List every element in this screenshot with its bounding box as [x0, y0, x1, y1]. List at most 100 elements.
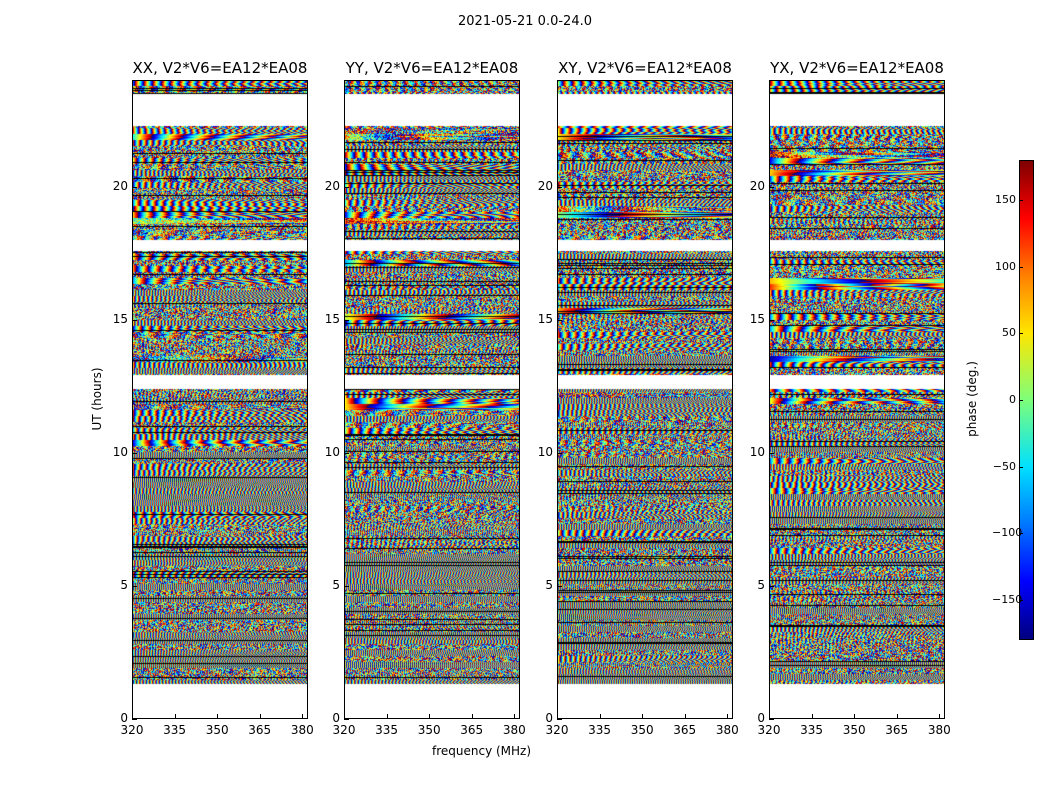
- colorbar-tick-1: [1019, 266, 1023, 268]
- y-tick-label-1-0: 0: [332, 711, 340, 725]
- x-axis-label: frequency (MHz): [432, 744, 532, 758]
- x-tick-label-2-3: 365: [673, 723, 697, 737]
- y-tick-0-1: [132, 585, 137, 587]
- figure-suptitle: 2021-05-21 0.0-24.0: [458, 14, 592, 29]
- y-tick-label-2-3: 15: [537, 311, 553, 326]
- x-tick-label-0-1: 335: [163, 723, 187, 737]
- x-tick-1-1: [386, 714, 388, 719]
- x-tick-3-2: [854, 714, 856, 719]
- heatmap-panel-1: [344, 80, 520, 719]
- x-tick-2-2: [642, 714, 644, 719]
- x-tick-0-0: [132, 714, 133, 719]
- y-tick-0-2: [132, 452, 137, 454]
- x-tick-1-4: [514, 714, 516, 719]
- x-tick-1-0: [344, 714, 345, 719]
- y-tick-label-2-2: 10: [537, 444, 553, 459]
- colorbar-tick-6: [1019, 600, 1023, 601]
- x-tick-label-3-4: 380: [927, 723, 951, 737]
- y-tick-2-3: [557, 319, 562, 321]
- y-tick-0-3: [132, 319, 137, 321]
- x-tick-0-4: [302, 714, 304, 719]
- y-tick-label-1-4: 20: [324, 178, 340, 193]
- heatmap-canvas-3: [769, 80, 945, 719]
- x-tick-2-4: [727, 714, 729, 719]
- y-tick-3-1: [769, 585, 774, 587]
- colorbar-label: phase (deg.): [965, 361, 979, 437]
- y-tick-label-0-1: 5: [120, 577, 128, 592]
- colorbar-tick-3: [1019, 400, 1023, 401]
- y-tick-label-0-4: 20: [112, 178, 128, 193]
- panel-title-3: YX, V2*V6=EA12*EA08: [770, 59, 944, 77]
- y-tick-2-1: [557, 585, 562, 587]
- x-tick-label-0-0: 320: [120, 723, 144, 737]
- colorbar-tick-label-3: 0: [1009, 393, 1016, 406]
- x-tick-3-1: [811, 714, 813, 719]
- panel-title-0: XX, V2*V6=EA12*EA08: [132, 59, 308, 77]
- heatmap-panel-3: [769, 80, 945, 719]
- y-tick-label-1-1: 5: [332, 577, 340, 592]
- x-tick-label-0-3: 365: [248, 723, 272, 737]
- y-tick-label-0-0: 0: [120, 711, 128, 725]
- x-tick-2-3: [684, 714, 686, 719]
- heatmap-canvas-1: [344, 80, 520, 719]
- y-tick-label-2-0: 0: [545, 711, 553, 725]
- colorbar-tick-0: [1019, 200, 1023, 201]
- x-tick-0-1: [174, 714, 176, 719]
- x-tick-label-0-4: 380: [290, 723, 314, 737]
- y-tick-1-4: [344, 186, 349, 188]
- y-tick-label-1-2: 10: [324, 444, 340, 459]
- y-tick-2-4: [557, 186, 562, 188]
- x-tick-3-0: [769, 714, 770, 719]
- x-tick-0-3: [259, 714, 261, 719]
- colorbar-tick-label-6: −150: [992, 593, 1023, 606]
- y-tick-0-0: [132, 719, 137, 720]
- x-tick-label-1-0: 320: [332, 723, 356, 737]
- y-tick-label-2-1: 5: [545, 577, 553, 592]
- x-tick-label-3-3: 365: [885, 723, 909, 737]
- x-tick-label-3-2: 350: [842, 723, 866, 737]
- y-tick-label-2-4: 20: [537, 178, 553, 193]
- y-tick-3-0: [769, 719, 774, 720]
- y-tick-3-2: [769, 452, 774, 454]
- y-tick-label-0-2: 10: [112, 444, 128, 459]
- y-axis-label: UT (hours): [90, 367, 104, 431]
- x-tick-label-1-3: 365: [460, 723, 484, 737]
- x-tick-1-3: [471, 714, 473, 719]
- y-tick-label-3-0: 0: [757, 711, 765, 725]
- colorbar-tick-label-0: 150: [995, 193, 1016, 206]
- x-tick-1-2: [429, 714, 431, 719]
- x-tick-3-3: [896, 714, 898, 719]
- x-tick-0-2: [217, 714, 219, 719]
- heatmap-canvas-2: [557, 80, 733, 719]
- x-tick-label-0-2: 350: [205, 723, 229, 737]
- y-tick-2-0: [557, 719, 562, 720]
- y-tick-label-3-2: 10: [749, 444, 765, 459]
- x-tick-label-2-1: 335: [588, 723, 612, 737]
- x-tick-label-2-0: 320: [545, 723, 569, 737]
- y-tick-label-1-3: 15: [324, 311, 340, 326]
- y-tick-3-3: [769, 319, 774, 321]
- y-tick-3-4: [769, 186, 774, 188]
- colorbar-tick-5: [1019, 533, 1023, 535]
- y-tick-0-4: [132, 186, 137, 188]
- x-tick-label-1-2: 350: [417, 723, 441, 737]
- heatmap-panel-2: [557, 80, 733, 719]
- y-tick-label-3-1: 5: [757, 577, 765, 592]
- y-tick-2-2: [557, 452, 562, 454]
- y-tick-label-3-4: 20: [749, 178, 765, 193]
- x-tick-label-2-2: 350: [630, 723, 654, 737]
- y-tick-1-0: [344, 719, 349, 720]
- y-tick-1-3: [344, 319, 349, 321]
- panel-title-2: XY, V2*V6=EA12*EA08: [558, 59, 732, 77]
- y-tick-label-0-3: 15: [112, 311, 128, 326]
- x-tick-label-1-1: 335: [375, 723, 399, 737]
- x-tick-2-0: [557, 714, 558, 719]
- x-tick-label-2-4: 380: [715, 723, 739, 737]
- heatmap-canvas-0: [132, 80, 308, 719]
- colorbar-tick-4: [1019, 466, 1023, 468]
- x-tick-label-3-0: 320: [757, 723, 781, 737]
- colorbar-tick-label-2: 50: [1002, 326, 1016, 340]
- colorbar-tick-label-5: −100: [992, 526, 1023, 540]
- x-tick-label-1-4: 380: [502, 723, 526, 737]
- y-tick-1-1: [344, 585, 349, 587]
